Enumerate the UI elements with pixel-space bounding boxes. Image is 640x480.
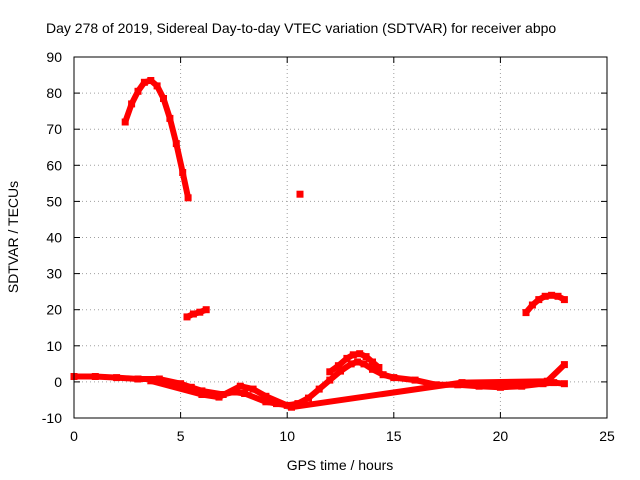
data-point-base-main xyxy=(560,380,568,388)
y-tick-label: -10 xyxy=(42,410,62,426)
data-point-base-main xyxy=(347,360,355,368)
y-axis-label: SDTVAR / TECUs xyxy=(5,181,21,293)
y-tick-labels: -10 0 10 20 30 40 50 60 70 80 90 xyxy=(42,49,62,426)
data-point-base-scatter xyxy=(543,377,551,385)
y-tick-label: 50 xyxy=(46,193,62,209)
x-tick-labels: 0 5 10 15 20 25 xyxy=(70,428,615,444)
data-point-base-main xyxy=(360,360,368,368)
data-point-arc-mid-morning xyxy=(183,313,191,321)
series-trace-arc-high-morning xyxy=(122,77,192,201)
data-point-base-main xyxy=(337,367,344,375)
data-point-base-main xyxy=(113,374,121,382)
data-point-arc-mid-morning xyxy=(202,306,210,314)
series-trace-base-main xyxy=(71,359,568,409)
data-point-base-main xyxy=(134,375,142,383)
x-tick-label: 15 xyxy=(386,428,402,444)
data-point-arc-late xyxy=(560,296,568,304)
data-point-arc-late xyxy=(535,296,543,304)
data-point-base-scatter xyxy=(262,392,270,400)
data-point-base-main xyxy=(198,387,206,395)
data-point-base-scatter xyxy=(249,385,257,393)
data-point-base-scatter xyxy=(215,393,223,401)
data-point-base-scatter xyxy=(147,377,155,385)
y-tick-label: 40 xyxy=(46,230,62,246)
data-point-base-main xyxy=(496,383,504,391)
data-point-arc-high-morning xyxy=(153,82,161,90)
data-point-base-main xyxy=(241,390,249,397)
data-point-base-main xyxy=(550,379,558,387)
data-point-arc-mid-morning xyxy=(189,310,197,318)
data-point-base-main xyxy=(390,374,398,382)
data-point-base-hump-upper xyxy=(369,358,376,366)
data-point-arc-late xyxy=(522,309,530,317)
data-point-base-hump-upper xyxy=(362,353,370,361)
data-point-base-hump-upper xyxy=(326,368,334,376)
y-tick-label: 90 xyxy=(46,49,62,65)
data-point-arc-late xyxy=(548,291,556,299)
data-point-base-main xyxy=(91,373,99,380)
data-point-base-scatter xyxy=(560,361,568,369)
data-point-arc-high-morning xyxy=(166,114,174,122)
data-point-base-hump-upper xyxy=(334,362,342,370)
data-point-arc-late xyxy=(554,292,562,300)
x-tick-label: 25 xyxy=(599,428,615,444)
data-point-base-main xyxy=(411,376,419,384)
data-point-base-hump-upper xyxy=(375,364,383,371)
data-point-arc-late xyxy=(528,301,536,309)
data-point-arc-high-morning xyxy=(128,100,136,108)
y-tick-label: 60 xyxy=(46,157,62,173)
data-point-base-main xyxy=(475,382,483,390)
data-point-base-scatter xyxy=(288,403,295,411)
x-tick-label: 0 xyxy=(70,428,78,444)
x-axis-label: GPS time / hours xyxy=(287,457,394,473)
data-point-base-main xyxy=(262,398,270,406)
data-point-arc-high-morning xyxy=(121,118,129,126)
data-point-base-scatter xyxy=(236,382,244,390)
chart-title: Day 278 of 2019, Sidereal Day-to-day VTE… xyxy=(46,20,556,36)
data-point-base-hump-upper xyxy=(343,354,351,362)
data-point-base-main xyxy=(326,376,334,384)
data-point-base-scatter xyxy=(458,379,466,387)
y-tick-label: 30 xyxy=(46,266,62,282)
data-point-arc-high-morning xyxy=(160,95,167,102)
series-trace-base-scatter xyxy=(147,361,568,411)
data-point-base-scatter xyxy=(198,391,206,398)
y-tick-label: 20 xyxy=(46,302,62,318)
data-point-arc-high-morning xyxy=(179,169,187,176)
data-point-base-main xyxy=(187,383,195,391)
data-point-base-hump-upper xyxy=(356,350,364,358)
data-point-arc-high-morning xyxy=(147,77,155,84)
data-point-base-hump-upper xyxy=(349,351,357,359)
data-point-base-main xyxy=(369,365,376,373)
data-point-base-main xyxy=(379,371,387,379)
y-tick-label: 10 xyxy=(46,338,62,354)
data-point-arc-high-morning xyxy=(184,194,192,202)
plot-frame xyxy=(73,56,608,419)
data-point-arc-mid-morning xyxy=(196,308,204,316)
x-tick-label: 5 xyxy=(177,428,185,444)
data-point-base-main xyxy=(354,358,362,366)
data-points xyxy=(70,77,568,411)
x-tick-label: 20 xyxy=(493,428,509,444)
data-point-base-main xyxy=(177,380,185,388)
data-point-arc-high-morning xyxy=(172,140,180,148)
y-tick-label: 80 xyxy=(46,85,62,101)
data-point-arc-late xyxy=(541,292,549,300)
x-tick-label: 10 xyxy=(279,428,295,444)
data-point-arc-high-morning xyxy=(140,78,148,86)
data-point-base-main xyxy=(155,375,163,383)
data-point-arc-high-morning xyxy=(134,87,142,95)
data-point-base-main xyxy=(305,394,312,402)
data-point-base-main xyxy=(315,385,323,393)
y-tick-label: 0 xyxy=(54,374,62,390)
data-point-isolated-point xyxy=(296,190,304,198)
data-point-base-main xyxy=(518,382,526,390)
y-tick-label: 70 xyxy=(46,121,62,137)
